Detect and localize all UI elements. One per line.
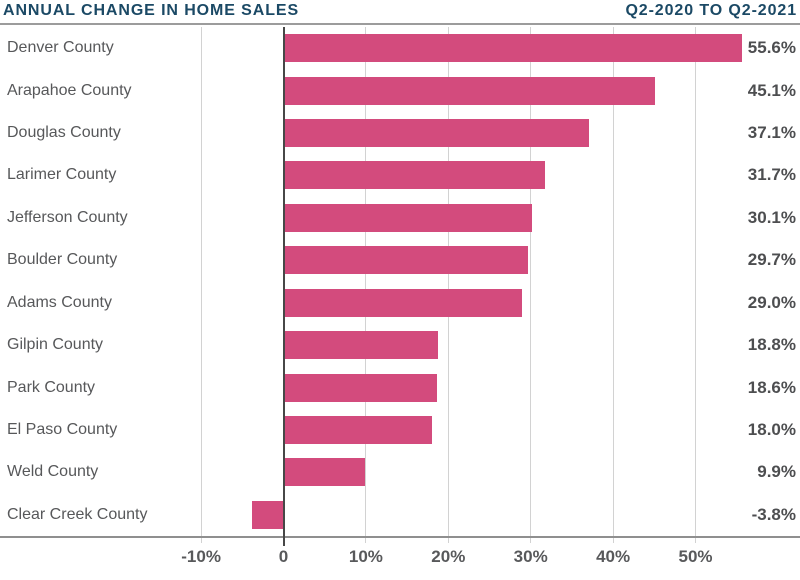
value-label: 18.0% — [747, 419, 796, 439]
axis-tick-label: 20% — [431, 547, 466, 566]
category-label: Boulder County — [7, 251, 118, 269]
value-label: 29.7% — [747, 250, 796, 270]
gridline — [612, 27, 614, 543]
bar — [283, 288, 523, 317]
value-label: 55.6% — [747, 38, 796, 58]
bar — [283, 415, 432, 444]
value-label: 18.6% — [747, 377, 796, 397]
bar — [283, 119, 590, 148]
value-label: 45.1% — [747, 80, 796, 100]
chart-area: -10% 0 10% 20% 30% 40% 50% Denver County 55.6% Ar… — [0, 27, 800, 580]
bar — [283, 373, 437, 402]
value-label: 30.1% — [747, 207, 796, 227]
bar — [283, 246, 529, 275]
value-label: 18.8% — [747, 335, 796, 355]
chart-subtitle: Q2-2020 TO Q2-2021 — [625, 2, 797, 19]
bar-row: Gilpin County 18.8% — [0, 324, 800, 366]
category-label: Park County — [7, 378, 96, 396]
axis-tick-label: 0 — [278, 547, 289, 566]
gridline — [365, 27, 367, 543]
value-label: 9.9% — [757, 462, 796, 482]
bar-row: Park County 18.6% — [0, 366, 800, 408]
bar — [252, 500, 284, 529]
value-label: -3.8% — [751, 504, 796, 524]
gridline — [530, 27, 532, 543]
axis-tick-label: 10% — [348, 547, 383, 566]
category-label: Adams County — [7, 293, 112, 311]
category-label: Gilpin County — [7, 336, 104, 354]
bar-row: El Paso County 18.0% — [0, 409, 800, 451]
category-label: El Paso County — [7, 420, 118, 438]
category-label: Clear Creek County — [7, 505, 148, 523]
bar-row: Boulder County 29.7% — [0, 239, 800, 281]
bar — [283, 161, 545, 190]
bar-row: Douglas County 37.1% — [0, 112, 800, 154]
chart-title: ANNUAL CHANGE IN HOME SALES — [3, 2, 300, 19]
bar — [283, 34, 742, 63]
bar-row: Weld County 9.9% — [0, 451, 800, 493]
category-label: Jefferson County — [7, 208, 128, 226]
category-label: Douglas County — [7, 124, 121, 142]
x-axis-baseline — [0, 536, 800, 538]
bar-row: Jefferson County 30.1% — [0, 197, 800, 239]
value-label: 37.1% — [747, 123, 796, 143]
bar-row: Larimer County 31.7% — [0, 154, 800, 196]
bar — [283, 331, 439, 360]
category-label: Larimer County — [7, 166, 117, 184]
bar — [283, 76, 656, 105]
axis-tick-label: 40% — [596, 547, 631, 566]
bar-row: Clear Creek County -3.8% — [0, 494, 800, 536]
category-label: Denver County — [7, 39, 114, 57]
gridline — [695, 27, 696, 543]
category-label: Weld County — [7, 463, 99, 481]
axis-tick-label: 50% — [678, 547, 713, 566]
gridline — [200, 27, 202, 543]
bar-row: Adams County 29.0% — [0, 282, 800, 324]
bar — [283, 458, 366, 487]
zero-axis-line — [282, 27, 285, 546]
value-label: 29.0% — [747, 292, 796, 312]
bar-row: Denver County 55.6% — [0, 27, 800, 69]
gridline — [447, 27, 449, 543]
category-label: Arapahoe County — [7, 81, 132, 99]
axis-tick-label: -10% — [181, 547, 221, 566]
bar-row: Arapahoe County 45.1% — [0, 69, 800, 111]
bar — [283, 203, 532, 232]
axis-tick-label: 30% — [513, 547, 548, 566]
chart-header: ANNUAL CHANGE IN HOME SALES Q2-2020 TO Q… — [0, 0, 800, 25]
value-label: 31.7% — [747, 165, 796, 185]
